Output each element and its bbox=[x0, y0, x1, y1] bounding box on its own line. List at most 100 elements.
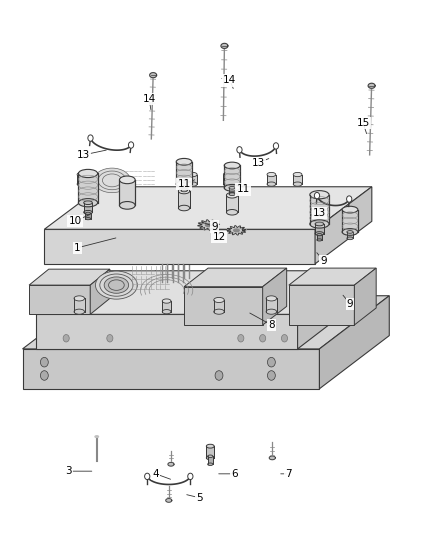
Polygon shape bbox=[198, 220, 219, 230]
Polygon shape bbox=[90, 269, 110, 314]
Circle shape bbox=[268, 370, 276, 380]
Ellipse shape bbox=[78, 199, 98, 207]
Text: 9: 9 bbox=[211, 222, 218, 232]
Circle shape bbox=[107, 335, 113, 342]
Ellipse shape bbox=[84, 201, 92, 205]
Polygon shape bbox=[176, 162, 192, 184]
Ellipse shape bbox=[188, 182, 197, 186]
Ellipse shape bbox=[162, 310, 171, 314]
Polygon shape bbox=[223, 174, 232, 184]
Polygon shape bbox=[178, 191, 190, 208]
Polygon shape bbox=[208, 456, 213, 464]
Polygon shape bbox=[188, 174, 197, 184]
Ellipse shape bbox=[224, 184, 240, 191]
Ellipse shape bbox=[266, 296, 277, 301]
Circle shape bbox=[40, 358, 48, 367]
Ellipse shape bbox=[188, 172, 197, 176]
Polygon shape bbox=[234, 229, 239, 232]
Circle shape bbox=[346, 196, 352, 202]
Polygon shape bbox=[184, 287, 263, 325]
Polygon shape bbox=[221, 43, 228, 49]
Polygon shape bbox=[354, 268, 376, 325]
Ellipse shape bbox=[208, 455, 213, 457]
Ellipse shape bbox=[181, 189, 187, 192]
Ellipse shape bbox=[98, 171, 126, 190]
Ellipse shape bbox=[178, 205, 190, 211]
Polygon shape bbox=[44, 229, 315, 264]
Circle shape bbox=[128, 142, 134, 148]
Ellipse shape bbox=[74, 296, 85, 301]
Polygon shape bbox=[84, 203, 92, 212]
Polygon shape bbox=[224, 165, 240, 188]
Polygon shape bbox=[342, 209, 358, 232]
Ellipse shape bbox=[310, 220, 329, 228]
Ellipse shape bbox=[317, 233, 322, 236]
Ellipse shape bbox=[206, 445, 214, 448]
Ellipse shape bbox=[293, 172, 302, 176]
Circle shape bbox=[268, 358, 276, 367]
Circle shape bbox=[215, 370, 223, 380]
Polygon shape bbox=[22, 296, 389, 349]
Ellipse shape bbox=[315, 232, 324, 236]
Ellipse shape bbox=[267, 172, 276, 176]
Polygon shape bbox=[226, 195, 238, 212]
Circle shape bbox=[237, 147, 242, 153]
Polygon shape bbox=[263, 268, 287, 325]
Ellipse shape bbox=[293, 182, 302, 186]
Text: 14: 14 bbox=[223, 76, 237, 85]
Circle shape bbox=[273, 143, 279, 149]
Polygon shape bbox=[214, 300, 224, 312]
Polygon shape bbox=[74, 298, 85, 312]
Circle shape bbox=[314, 192, 320, 199]
Polygon shape bbox=[205, 223, 212, 227]
Circle shape bbox=[282, 335, 288, 342]
Polygon shape bbox=[29, 269, 110, 285]
Ellipse shape bbox=[181, 183, 187, 185]
Polygon shape bbox=[78, 173, 98, 203]
Polygon shape bbox=[229, 188, 235, 194]
Text: 11: 11 bbox=[177, 179, 191, 189]
Ellipse shape bbox=[223, 182, 232, 186]
Text: 14: 14 bbox=[142, 94, 156, 104]
Polygon shape bbox=[266, 298, 277, 312]
Polygon shape bbox=[184, 268, 287, 287]
Ellipse shape bbox=[214, 309, 224, 314]
Circle shape bbox=[188, 473, 193, 480]
Polygon shape bbox=[319, 296, 389, 389]
Text: 13: 13 bbox=[77, 150, 90, 160]
Ellipse shape bbox=[347, 231, 353, 233]
Ellipse shape bbox=[102, 174, 122, 187]
Ellipse shape bbox=[342, 206, 358, 213]
Circle shape bbox=[260, 335, 266, 342]
Ellipse shape bbox=[77, 182, 86, 186]
Ellipse shape bbox=[317, 239, 322, 241]
Text: 3: 3 bbox=[65, 466, 72, 476]
Text: 15: 15 bbox=[357, 118, 370, 128]
Polygon shape bbox=[150, 72, 157, 78]
Ellipse shape bbox=[226, 209, 238, 215]
Ellipse shape bbox=[206, 456, 214, 460]
Ellipse shape bbox=[162, 299, 171, 303]
Ellipse shape bbox=[84, 211, 92, 214]
Polygon shape bbox=[35, 271, 354, 314]
Polygon shape bbox=[310, 195, 329, 224]
Ellipse shape bbox=[74, 309, 85, 314]
Polygon shape bbox=[368, 83, 375, 88]
Polygon shape bbox=[168, 463, 174, 466]
Polygon shape bbox=[85, 213, 91, 219]
Polygon shape bbox=[95, 436, 99, 438]
Ellipse shape bbox=[176, 181, 192, 188]
Ellipse shape bbox=[176, 158, 192, 165]
Ellipse shape bbox=[109, 280, 124, 290]
Ellipse shape bbox=[178, 188, 190, 194]
Ellipse shape bbox=[77, 172, 86, 176]
Polygon shape bbox=[77, 174, 86, 184]
Ellipse shape bbox=[214, 297, 224, 303]
Polygon shape bbox=[297, 271, 354, 349]
Polygon shape bbox=[289, 285, 354, 325]
Polygon shape bbox=[29, 285, 90, 314]
Text: 9: 9 bbox=[321, 256, 327, 266]
Text: 10: 10 bbox=[68, 216, 81, 227]
Polygon shape bbox=[227, 225, 246, 235]
Polygon shape bbox=[317, 235, 322, 240]
